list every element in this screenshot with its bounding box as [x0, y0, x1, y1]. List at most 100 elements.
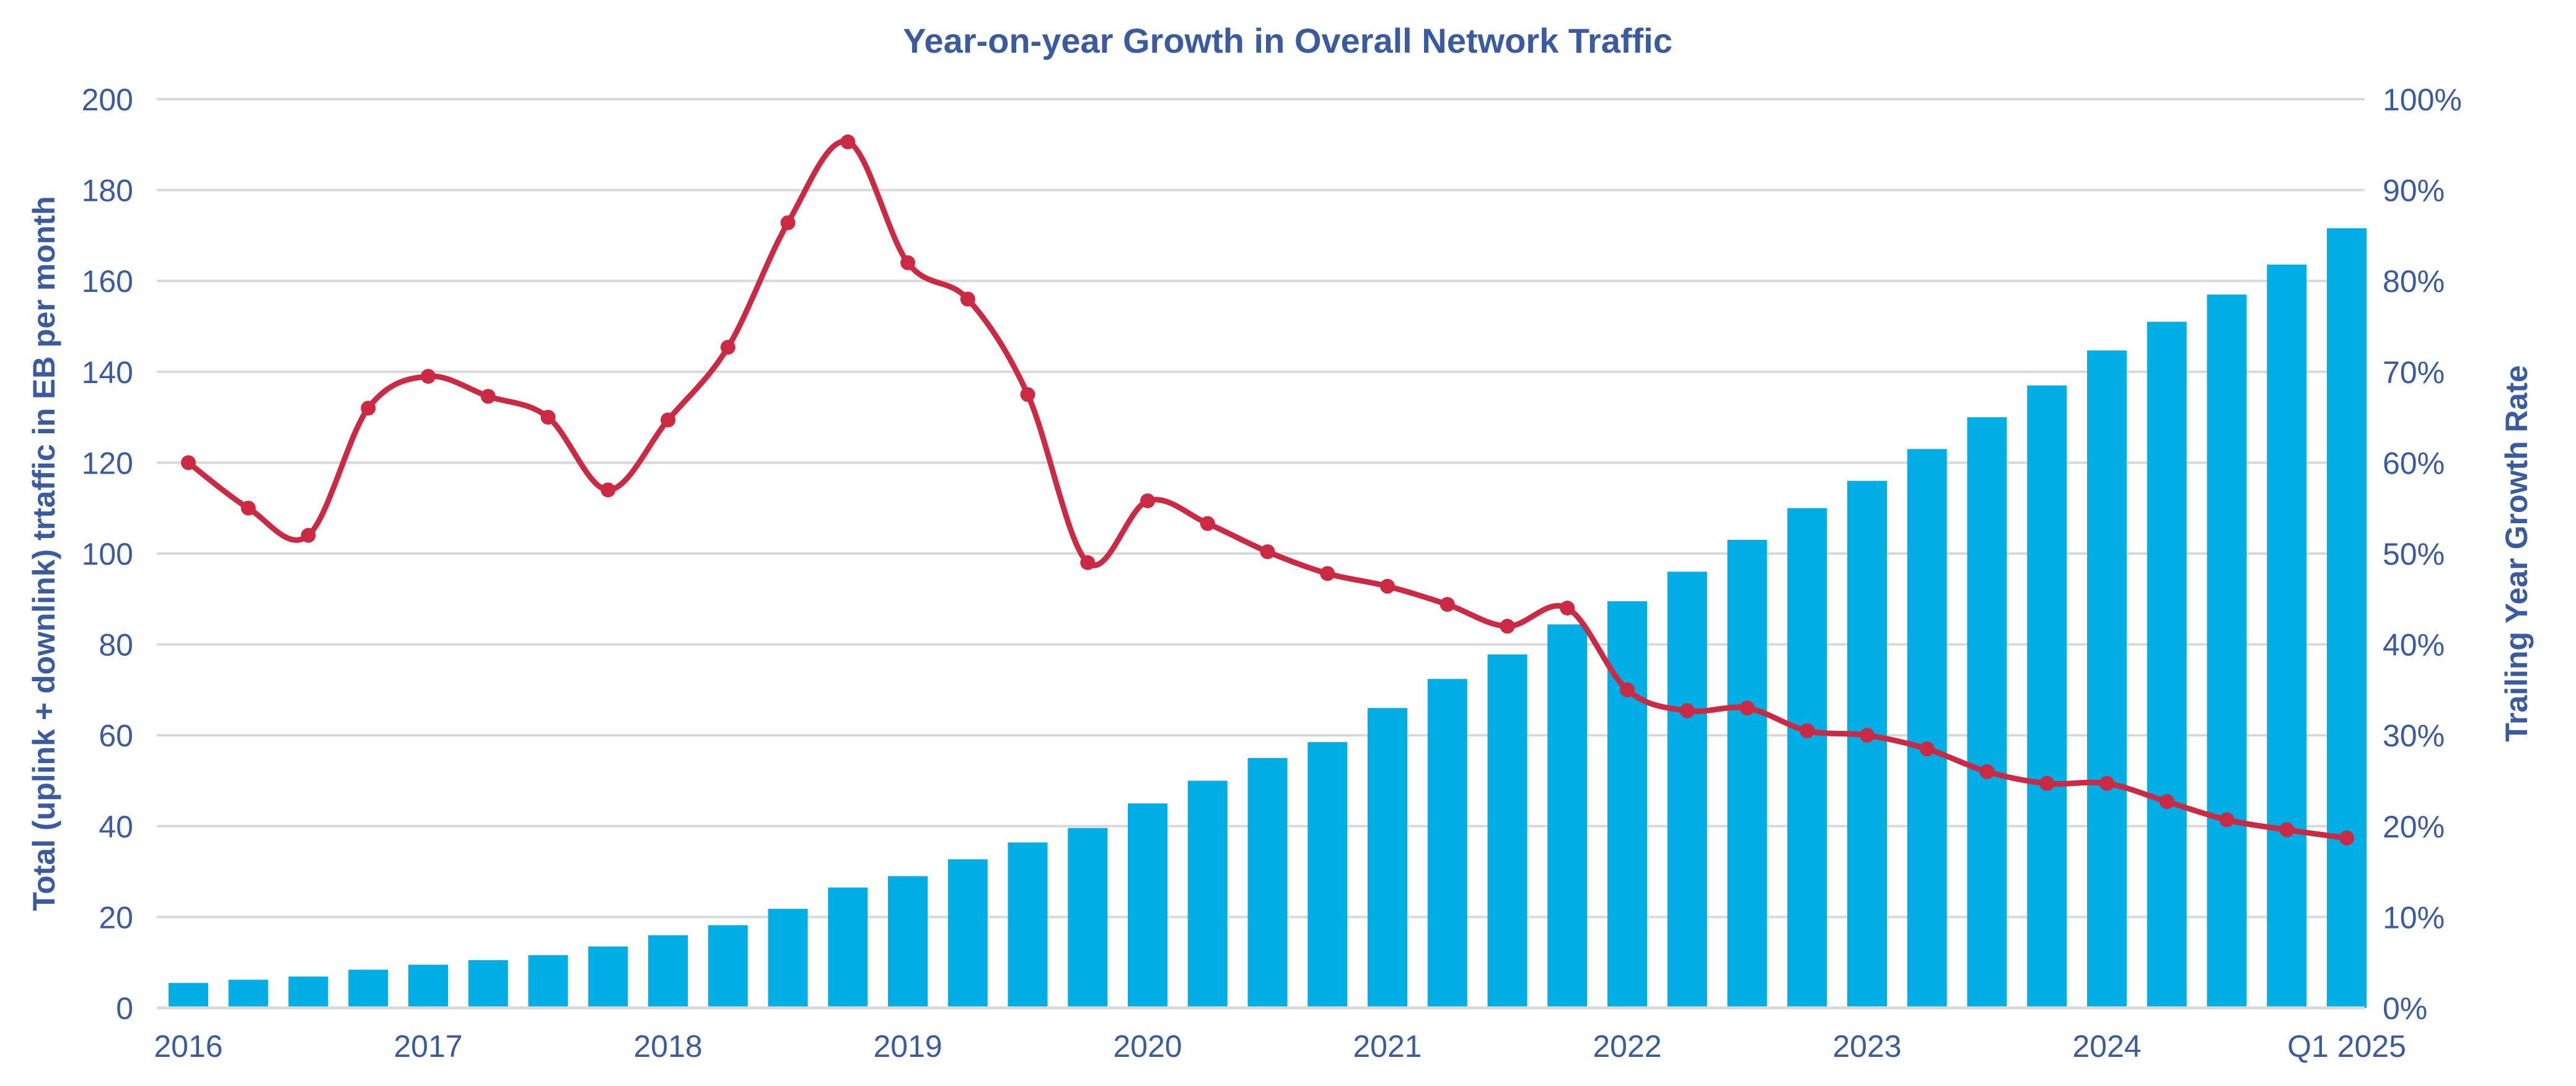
bar — [1128, 803, 1167, 1008]
y2-tick-label: 10% — [2383, 900, 2445, 935]
growth-point — [2339, 830, 2354, 845]
growth-point — [480, 389, 496, 404]
growth-point — [661, 412, 675, 428]
y2-tick-label: 60% — [2383, 446, 2445, 480]
x-tick-label: 2017 — [393, 1029, 462, 1064]
bar — [169, 982, 208, 1008]
bar — [528, 955, 568, 1008]
growth-point — [900, 255, 915, 270]
x-tick-label: 2023 — [1832, 1029, 1901, 1064]
growth-point — [361, 400, 376, 416]
x-tick-label: 2018 — [633, 1029, 702, 1064]
growth-point — [1679, 703, 1695, 718]
growth-point — [720, 340, 736, 355]
growth-point — [600, 482, 616, 498]
growth-point — [2219, 812, 2235, 828]
growth-point — [1500, 619, 1515, 634]
y2-tick-label: 20% — [2383, 810, 2445, 844]
x-tick-label: 2016 — [154, 1029, 222, 1064]
bar — [768, 909, 808, 1008]
y-tick-label: 140 — [82, 355, 133, 390]
y2-tick-label: 80% — [2383, 264, 2445, 299]
bar — [2027, 385, 2067, 1008]
bar — [2207, 294, 2247, 1009]
growth-point — [2099, 775, 2114, 791]
y2-tick-label: 0% — [2383, 991, 2427, 1026]
bar — [1427, 679, 1467, 1008]
bar — [288, 976, 328, 1008]
bar — [1068, 828, 1108, 1008]
y-tick-label: 0 — [116, 991, 133, 1026]
growth-point — [1200, 516, 1215, 531]
bar — [228, 979, 268, 1008]
growth-line — [187, 138, 2347, 841]
growth-point — [1620, 682, 1635, 697]
y2-axis-label: Trailing Year Growth Rate — [2499, 365, 2534, 742]
bar — [1907, 449, 1947, 1008]
growth-point — [1020, 387, 1035, 402]
growth-point — [421, 369, 436, 384]
bar — [1607, 601, 1647, 1008]
growth-point — [1320, 566, 1335, 581]
growth-point — [1380, 578, 1395, 594]
x-tick-label: 2020 — [1113, 1029, 1182, 1064]
y2-tick-label: 100% — [2383, 82, 2462, 117]
bar — [888, 876, 928, 1008]
growth-point — [2279, 822, 2295, 837]
growth-point — [1440, 597, 1455, 612]
bar — [2267, 264, 2307, 1008]
y-tick-label: 80 — [99, 628, 133, 663]
y-tick-label: 40 — [99, 810, 133, 844]
bar — [1667, 572, 1707, 1008]
x-tick-label: Q1 2025 — [2287, 1029, 2406, 1064]
chart-title: Year-on-year Growth in Overall Network T… — [903, 21, 1673, 60]
x-tick-label: 2021 — [1353, 1029, 1422, 1064]
bar — [588, 947, 628, 1008]
growth-point — [240, 500, 256, 516]
growth-point — [2159, 794, 2174, 810]
y-tick-label: 180 — [82, 174, 133, 208]
growth-point — [301, 528, 316, 543]
x-tick-label: 2019 — [873, 1029, 942, 1064]
bar — [1008, 842, 1048, 1008]
y2-tick-label: 70% — [2383, 355, 2445, 390]
growth-point — [540, 410, 556, 425]
y2-tick-label: 30% — [2383, 718, 2445, 753]
x-tick-label: 2022 — [1593, 1029, 1661, 1064]
bar — [1727, 540, 1767, 1008]
growth-point — [181, 455, 196, 470]
growth-point — [960, 291, 975, 307]
bar — [1247, 757, 1288, 1008]
bar — [1308, 742, 1348, 1008]
bar — [1187, 780, 1228, 1008]
bar — [947, 859, 988, 1008]
growth-point — [2039, 775, 2055, 791]
bar — [828, 887, 868, 1008]
y-tick-label: 60 — [99, 718, 133, 753]
y-axis-label: Total (uplink + downlink) trtaffic in EB… — [27, 196, 61, 911]
bar — [1368, 708, 1407, 1008]
growth-point — [1560, 600, 1575, 616]
growth-point — [1919, 741, 1935, 757]
y2-tick-label: 40% — [2383, 628, 2445, 663]
bar — [2327, 228, 2367, 1008]
bar — [1847, 480, 1887, 1008]
y-tick-label: 100 — [82, 537, 133, 572]
growth-point — [1080, 555, 1096, 570]
bar — [348, 969, 389, 1008]
bar — [2087, 350, 2127, 1008]
growth-point — [1860, 728, 1875, 743]
bar — [1967, 417, 2007, 1008]
growth-point — [1739, 700, 1755, 716]
y2-tick-label: 90% — [2383, 174, 2445, 208]
bar — [1487, 654, 1528, 1008]
x-tick-label: 2024 — [2072, 1029, 2141, 1064]
bar — [648, 935, 688, 1008]
bar — [468, 960, 508, 1008]
y-tick-label: 160 — [82, 264, 133, 299]
growth-point — [780, 215, 796, 231]
growth-point — [840, 134, 856, 149]
y-tick-label: 200 — [82, 82, 133, 117]
growth-point — [1140, 493, 1155, 508]
growth-point — [1260, 544, 1275, 560]
